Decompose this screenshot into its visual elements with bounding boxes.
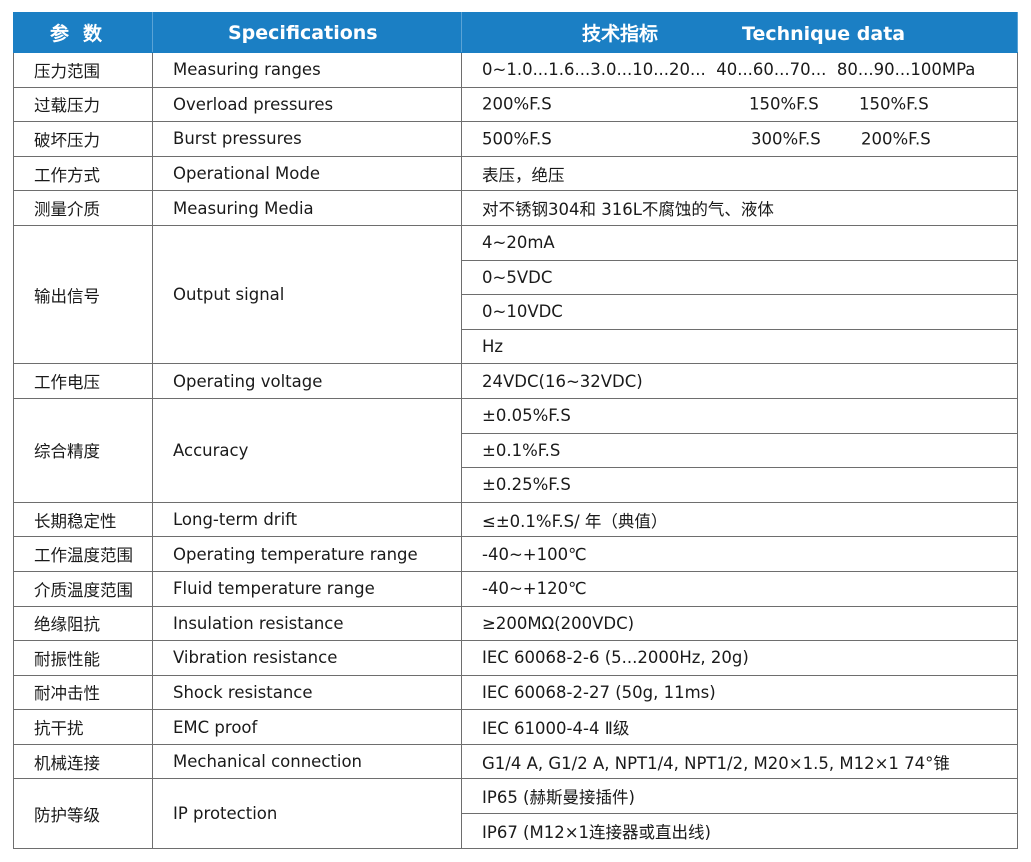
table-row: 耐冲击性 Shock resistance IEC 60068-2-27 (50g,…	[13, 674, 1018, 711]
param-en: Burst pressures	[152, 121, 462, 157]
table-row: 过载压力 Overload pressures 200%F.S 150%F.S 150%…	[13, 86, 1018, 123]
table-row: 工作电压 Operating voltage 24VDC(16~32VDC)	[13, 363, 1018, 399]
table-row: 工作温度范围 Operating temperature range -40~+10…	[13, 536, 1018, 572]
table-row: 输出信号 Output signal 4~20mA	[13, 224, 1018, 365]
param-cn: 过载压力	[13, 86, 153, 123]
header-spec: Specifications	[152, 12, 462, 53]
param-value: ≥200MΩ(200VDC)	[461, 605, 1018, 642]
param-cn: 耐振性能	[13, 640, 153, 676]
param-value: IEC 60068-2-27 (50g, 11ms)	[461, 674, 1018, 711]
param-en: Insulation resistance	[152, 605, 462, 642]
param-en: Vibration resistance	[152, 640, 462, 676]
table-row: 工作方式 Operational Mode 表压，绝压	[13, 155, 1018, 192]
param-cn: 输出信号	[13, 224, 153, 365]
param-value: 4~20mA	[461, 224, 1018, 261]
param-value: 对不锈钢304和 316L不腐蚀的气、液体	[461, 190, 1018, 226]
table-row: ±0.1%F.S	[14, 432, 1018, 469]
param-en: Mechanical connection	[152, 743, 462, 780]
param-en: Shock resistance	[152, 674, 462, 711]
table-row: 介质温度范围 Fluid temperature range -40~+120℃	[13, 570, 1018, 607]
param-cn: 综合精度	[13, 397, 153, 503]
param-value: ±0.1%F.S	[461, 432, 1018, 469]
table-row: 耐振性能 Vibration resistance IEC 60068-2-6 (5…	[13, 640, 1018, 676]
header-data-en: Technique data	[742, 23, 906, 45]
param-value: ±0.05%F.S	[461, 397, 1018, 434]
param-en: Operating voltage	[152, 363, 462, 399]
param-value: IEC 60068-2-6 (5...2000Hz, 20g)	[461, 640, 1018, 676]
param-en: Fluid temperature range	[152, 570, 462, 607]
table-row: 抗干扰 EMC proof IEC 61000-4-4 Ⅱ级	[13, 709, 1018, 745]
spec-table: 参数 Specifications 技术指标 Technique data 压力范…	[13, 12, 1018, 849]
table-row: IP67 (M12×1连接器或直出线)	[14, 813, 1018, 849]
param-cn: 工作温度范围	[13, 536, 153, 572]
param-en: Output signal	[152, 224, 462, 365]
param-cn: 工作电压	[13, 363, 153, 399]
param-value: G1/4 A, G1/2 A, NPT1/4, NPT1/2, M20×1.5,…	[461, 743, 1018, 780]
param-en: Operating temperature range	[152, 536, 462, 572]
param-value: 500%F.S 300%F.S 200%F.S	[461, 121, 1018, 157]
param-en: Operational Mode	[152, 155, 462, 192]
value-2: 300%F.S	[751, 129, 821, 149]
param-value: 0~5VDC	[461, 259, 1018, 296]
param-en: Accuracy	[152, 397, 462, 503]
table-row: 0~5VDC	[14, 259, 1018, 296]
param-cn: 介质温度范围	[13, 570, 153, 607]
value-1: 200%F.S	[482, 94, 552, 114]
param-en: Overload pressures	[152, 86, 462, 123]
value-3: 200%F.S	[861, 129, 931, 149]
param-value: 24VDC(16~32VDC)	[461, 363, 1018, 399]
param-cn: 压力范围	[13, 52, 153, 88]
table-row: 防护等级 IP protection IP65 (赫斯曼接插件)	[13, 778, 1018, 849]
param-cn: 工作方式	[13, 155, 153, 192]
param-value: 0~10VDC	[461, 294, 1018, 330]
param-cn: 长期稳定性	[13, 501, 153, 538]
param-value: 0~1.0...1.6...3.0...10...20... 40...60..…	[461, 52, 1018, 88]
header-data-cn: 技术指标	[582, 23, 659, 45]
table-row: 测量介质 Measuring Media 对不锈钢304和 316L不腐蚀的气、液体	[13, 190, 1018, 226]
param-cn: 破坏压力	[13, 121, 153, 157]
table-row: 机械连接 Mechanical connection G1/4 A, G1/2 A,…	[13, 743, 1018, 780]
param-cn: 防护等级	[13, 778, 153, 849]
param-en: IP protection	[152, 778, 462, 849]
header-data: 技术指标 Technique data	[461, 12, 1018, 53]
table-row: 破坏压力 Burst pressures 500%F.S 300%F.S 200%F.S	[13, 121, 1018, 157]
table-row: 绝缘阻抗 Insulation resistance ≥200MΩ(200VDC)	[13, 605, 1018, 642]
table-row: 长期稳定性 Long-term drift ≤±0.1%F.S/ 年（典值）	[13, 501, 1018, 538]
table-row: 综合精度 Accuracy ±0.05%F.S	[13, 397, 1018, 503]
value-3: 150%F.S	[859, 94, 929, 114]
param-value: -40~+120℃	[461, 570, 1018, 607]
param-en: Measuring Media	[152, 190, 462, 226]
table-row: 压力范围 Measuring ranges 0~1.0...1.6...3.0...…	[13, 52, 1018, 88]
param-cn: 耐冲击性	[13, 674, 153, 711]
table-row: 0~10VDC	[14, 294, 1018, 330]
param-en: Measuring ranges	[152, 52, 462, 88]
param-en: Long-term drift	[152, 501, 462, 538]
param-value: IP65 (赫斯曼接插件)	[461, 778, 1018, 815]
header-param: 参数	[13, 12, 153, 53]
param-cn: 绝缘阻抗	[13, 605, 153, 642]
param-cn: 抗干扰	[13, 709, 153, 745]
param-value: IEC 61000-4-4 Ⅱ级	[461, 709, 1018, 745]
param-en: EMC proof	[152, 709, 462, 745]
param-value: -40~+100℃	[461, 536, 1018, 572]
param-cn: 机械连接	[13, 743, 153, 780]
param-value: ≤±0.1%F.S/ 年（典值）	[461, 501, 1018, 538]
value-2: 150%F.S	[749, 94, 819, 114]
param-value: ±0.25%F.S	[461, 467, 1018, 503]
value-1: 500%F.S	[482, 129, 552, 149]
param-value: Hz	[461, 328, 1018, 365]
param-value: 200%F.S 150%F.S 150%F.S	[461, 86, 1018, 123]
param-value: IP67 (M12×1连接器或直出线)	[461, 813, 1018, 849]
table-header: 参数 Specifications 技术指标 Technique data	[13, 12, 1018, 53]
param-value: 表压，绝压	[461, 155, 1018, 192]
param-cn: 测量介质	[13, 190, 153, 226]
